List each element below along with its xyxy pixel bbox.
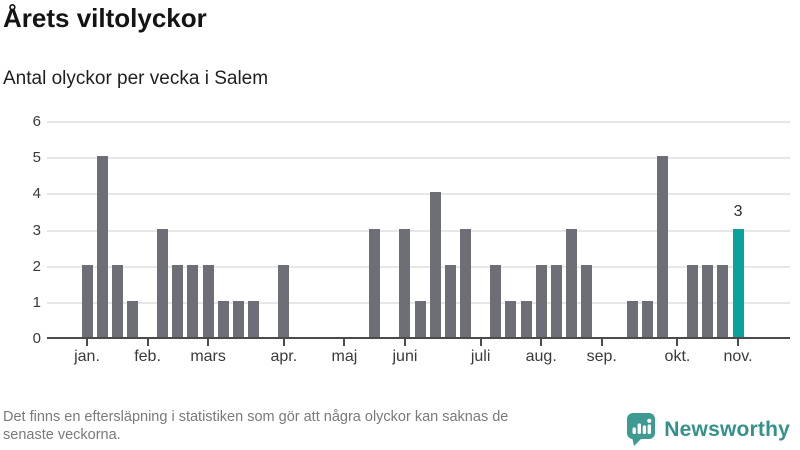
bar-week-7 [172, 264, 184, 337]
bar-week-26 [460, 228, 471, 337]
bar-week-12 [248, 300, 260, 337]
gridline [47, 229, 790, 232]
x-axis-label-apr: apr. [270, 348, 298, 365]
y-axis: 0 1 2 3 4 5 6 [0, 113, 41, 347]
y-axis-label: 0 [32, 330, 41, 347]
footer-note-line: Det finns en eftersläpning i statistiken… [3, 409, 509, 425]
gridline [47, 157, 790, 160]
y-axis-label: 3 [32, 221, 41, 239]
highlight-value-label: 3 [733, 202, 743, 220]
bar-week-41 [687, 264, 699, 337]
x-axis-label-sep: sep. [586, 348, 617, 365]
x-axis-label-okt: okt. [664, 348, 691, 365]
x-axis-label-juni: juni [392, 348, 418, 365]
x-axis-tick [540, 339, 543, 346]
bar-week-39 [656, 156, 668, 337]
bar-week-22 [399, 228, 411, 337]
gridline [47, 193, 790, 196]
bar-week-6 [157, 228, 169, 337]
x-axis-tick [146, 339, 149, 346]
bar-week-8 [187, 264, 199, 337]
bar-week-24 [429, 192, 441, 337]
y-axis-label: 4 [32, 185, 41, 203]
bar-week-28 [490, 264, 502, 337]
bar-week-11 [232, 300, 244, 337]
plot-area: 3 jan. feb. mars apr. maj juni juli aug. sep. okt… [47, 121, 790, 365]
bar-week-10 [217, 300, 229, 337]
bar-week-9 [202, 264, 214, 337]
bar-week-37 [626, 300, 638, 337]
bar-week-42 [702, 264, 714, 337]
x-axis-tick [737, 339, 740, 346]
bar-week-4 [126, 300, 138, 337]
y-axis-label: 5 [32, 149, 41, 167]
x-axis-baseline [47, 337, 790, 339]
x-axis-label-feb: feb. [134, 348, 161, 365]
bar-week-20 [369, 228, 381, 337]
x-axis-tick [343, 339, 346, 346]
x-axis-tick [403, 339, 406, 346]
x-axis-label-maj: maj [331, 348, 358, 365]
bar-week-14 [278, 264, 290, 337]
bar-week-32 [550, 264, 562, 337]
bar-week-33 [565, 228, 577, 337]
bar-week-1 [81, 264, 93, 337]
x-axis-tick [479, 339, 482, 346]
bar-week-34 [581, 264, 593, 337]
bar-week-2 [96, 156, 108, 337]
y-axis-label: 6 [32, 113, 41, 130]
bar-week-31 [535, 264, 547, 337]
footer-note: Det finns en eftersläpning i statistiken… [3, 408, 508, 444]
x-axis-label-mars: mars [190, 348, 226, 365]
bar-week-44 [732, 228, 744, 337]
x-axis-tick [207, 339, 210, 346]
x-axis-label-aug: aug. [525, 348, 557, 365]
x-axis-tick [282, 339, 285, 346]
bar-week-23 [414, 300, 426, 337]
bar-week-3 [111, 264, 123, 337]
x-axis-label-nov: nov. [723, 348, 753, 365]
bar-week-43 [717, 264, 729, 337]
bar-week-25 [444, 264, 456, 337]
brand-name: Newsworthy [664, 417, 790, 441]
page-title: Årets viltolyckor [3, 3, 207, 33]
chart-subtitle: Antal olyckor per vecka i Salem [3, 68, 269, 89]
y-axis-label: 2 [32, 257, 41, 275]
x-axis-tick [86, 339, 88, 346]
gridline [47, 121, 790, 123]
bar-week-30 [520, 300, 532, 337]
brand-lockup: Newsworthy [626, 412, 790, 447]
footer-note-line: senaste veckorna. [3, 427, 121, 443]
bar-week-38 [641, 300, 653, 337]
x-axis-label-jan: jan. [74, 348, 100, 365]
gridline [47, 265, 790, 268]
x-axis-label-juli: juli [470, 348, 491, 365]
newsworthy-logo-icon [626, 412, 657, 447]
bar-week-29 [505, 300, 517, 337]
x-axis-tick [676, 339, 679, 346]
x-axis-tick [600, 339, 603, 346]
y-axis-label: 1 [32, 293, 41, 311]
